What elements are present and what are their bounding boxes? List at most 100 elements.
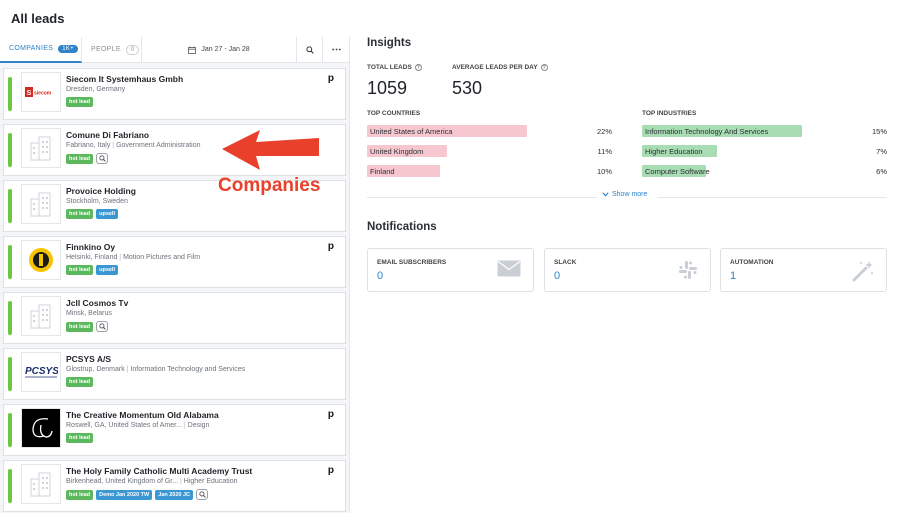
industry-text: Government Administration xyxy=(116,142,201,149)
lead-status-bar xyxy=(8,357,12,391)
lead-status-bar xyxy=(8,77,12,111)
industry-text: Information Technology and Services xyxy=(130,366,246,373)
pipedrive-icon[interactable]: p xyxy=(327,241,334,252)
lead-card[interactable]: Provoice Holding Stockholm, Sweden hot lea… xyxy=(3,180,346,232)
separator: | xyxy=(117,254,124,261)
tag-badge[interactable]: hot lead xyxy=(66,209,94,219)
lead-info: Finnkino Oy Helsinki, Finland | Motion Pi… xyxy=(66,242,326,275)
total-leads-value: 1059 xyxy=(367,78,408,98)
separator: | xyxy=(178,478,184,485)
notification-card-email[interactable]: EMAIL SUBSCRIBERS 0 xyxy=(367,248,534,292)
bar-percent: 6% xyxy=(876,167,887,176)
inspect-button[interactable] xyxy=(96,153,109,164)
pipedrive-icon[interactable]: p xyxy=(327,465,334,476)
separator: | xyxy=(110,142,117,149)
tag-badge[interactable]: upsell xyxy=(96,209,118,219)
tag-badge[interactable]: hot lead xyxy=(66,489,94,500)
location-text: Birkenhead, United Kingdom of Gr... xyxy=(66,478,179,485)
industry-text: Motion Pictures and Film xyxy=(123,254,201,261)
company-location: Roswell, GA, United States of Amer... | … xyxy=(66,422,326,429)
company-name[interactable]: Jcll Cosmos Tv xyxy=(66,298,129,308)
tag-badge[interactable]: hot lead xyxy=(66,377,94,387)
lead-status-bar xyxy=(8,189,12,223)
search-button[interactable] xyxy=(297,36,323,63)
industry-text: Higher Education xyxy=(183,478,238,485)
svg-text:siecom: siecom xyxy=(34,91,52,97)
lead-card[interactable]: The Holy Family Catholic Multi Academy T… xyxy=(3,460,346,512)
notification-label: AUTOMATION xyxy=(730,259,774,266)
show-more-text: Show more xyxy=(612,191,648,198)
lead-status-bar xyxy=(8,413,12,447)
svg-text:S: S xyxy=(27,90,32,97)
annotation-arrow xyxy=(222,130,319,170)
lead-info: Provoice Holding Stockholm, Sweden hot lea… xyxy=(66,186,326,219)
pipedrive-icon[interactable]: p xyxy=(327,73,334,84)
tag-badge[interactable]: Demo Jan 2020 TW xyxy=(96,489,153,500)
company-location: Birkenhead, United Kingdom of Gr... | Hi… xyxy=(66,478,326,485)
ellipsis-icon xyxy=(331,48,341,51)
company-logo xyxy=(21,128,61,168)
tab-people-label: PEOPLE xyxy=(91,46,121,53)
building-icon xyxy=(30,303,52,329)
date-range-text: Jan 27 - Jan 28 xyxy=(201,46,250,53)
tab-people[interactable]: PEOPLE 0 xyxy=(82,36,142,63)
total-leads-label-text: TOTAL LEADS xyxy=(367,64,412,71)
bar-label: United States of America xyxy=(370,127,453,136)
notification-card-slack[interactable]: SLACK 0 xyxy=(544,248,711,292)
notification-label: SLACK xyxy=(554,259,577,266)
slack-icon xyxy=(679,261,697,279)
tag-badge[interactable]: hot lead xyxy=(66,153,94,164)
info-icon[interactable]: ? xyxy=(540,64,548,71)
envelope-icon xyxy=(497,260,521,277)
lead-card[interactable]: The Creative Momentum Old Alabama Roswell… xyxy=(3,404,346,456)
more-options-button[interactable] xyxy=(323,37,349,63)
info-icon[interactable]: ? xyxy=(414,64,422,71)
lead-info: Jcll Cosmos Tv Minsk, Belarus hot lead xyxy=(66,298,326,332)
company-logo: PCSYS xyxy=(21,352,61,392)
tag-list: hot lead xyxy=(66,433,326,443)
tag-list: hot lead upsell xyxy=(66,209,326,219)
location-text: Fabriano, Italy xyxy=(66,142,111,149)
pipedrive-icon[interactable]: p xyxy=(327,409,334,420)
tag-list: hot lead xyxy=(66,153,326,164)
building-icon xyxy=(30,135,52,161)
notification-label: EMAIL SUBSCRIBERS xyxy=(377,259,447,266)
inspect-button[interactable] xyxy=(196,489,209,500)
show-more-link[interactable]: Show more xyxy=(602,191,647,198)
lead-info: Comune Di Fabriano Fabriano, Italy | Gove… xyxy=(66,130,326,164)
tag-badge[interactable]: hot lead xyxy=(66,265,94,275)
tag-badge[interactable]: hot lead xyxy=(66,321,94,332)
company-logo xyxy=(21,184,61,224)
tag-badge[interactable]: upsell xyxy=(96,265,118,275)
lead-card[interactable]: Finnkino Oy Helsinki, Finland | Motion Pi… xyxy=(3,236,346,288)
company-name[interactable]: PCSYS A/S xyxy=(66,354,112,364)
tab-companies[interactable]: COMPANIES 1K+ xyxy=(0,36,82,63)
date-range-filter[interactable]: Jan 27 - Jan 28 xyxy=(142,36,297,63)
tag-badge[interactable]: Jan 2020 JC xyxy=(155,489,194,500)
tag-badge[interactable]: hot lead xyxy=(66,97,94,107)
company-name[interactable]: Finnkino Oy xyxy=(66,242,116,252)
tag-badge[interactable]: hot lead xyxy=(66,433,94,443)
company-name[interactable]: The Holy Family Catholic Multi Academy T… xyxy=(66,466,253,476)
notification-card-automation[interactable]: AUTOMATION 1 xyxy=(720,248,887,292)
company-logo xyxy=(21,408,61,448)
company-name[interactable]: Provoice Holding xyxy=(66,186,136,196)
lead-status-bar xyxy=(8,301,12,335)
lead-card[interactable]: PCSYS PCSYS A/S Glostrup, Denmark | Inform… xyxy=(3,348,346,400)
search-icon xyxy=(305,45,314,54)
tag-list: hot lead xyxy=(66,377,326,387)
top-countries-label: TOP COUNTRIES xyxy=(367,110,421,117)
bar-fill xyxy=(367,145,447,157)
bar-fill xyxy=(367,165,440,177)
tab-companies-label: COMPANIES xyxy=(9,45,54,52)
magic-wand-icon xyxy=(852,261,873,282)
company-name[interactable]: Siecom It Systemhaus Gmbh xyxy=(66,74,184,84)
bar-percent: 11% xyxy=(597,147,612,156)
inspect-button[interactable] xyxy=(96,321,109,332)
company-name[interactable]: The Creative Momentum Old Alabama xyxy=(66,410,219,420)
company-name[interactable]: Comune Di Fabriano xyxy=(66,130,150,140)
lead-card[interactable]: Comune Di Fabriano Fabriano, Italy | Gove… xyxy=(3,124,346,176)
lead-card[interactable]: Jcll Cosmos Tv Minsk, Belarus hot lead xyxy=(3,292,346,344)
